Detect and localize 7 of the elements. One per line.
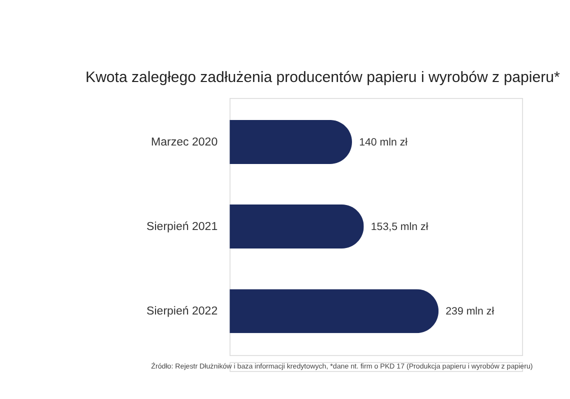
- data-label: 140 mln zł: [359, 136, 408, 149]
- y-tick-label: Marzec 2020: [151, 136, 218, 149]
- data-label: 153,5 mln zł: [370, 221, 429, 234]
- y-tick-label: Sierpień 2022: [146, 306, 218, 318]
- y-tick-label: Sierpień 2021: [146, 221, 218, 234]
- data-label: 239 mln zł: [446, 306, 495, 318]
- chart-title: Kwota zaległego zadłużenia producentów papieru i wyrobów z papieru*: [86, 69, 560, 86]
